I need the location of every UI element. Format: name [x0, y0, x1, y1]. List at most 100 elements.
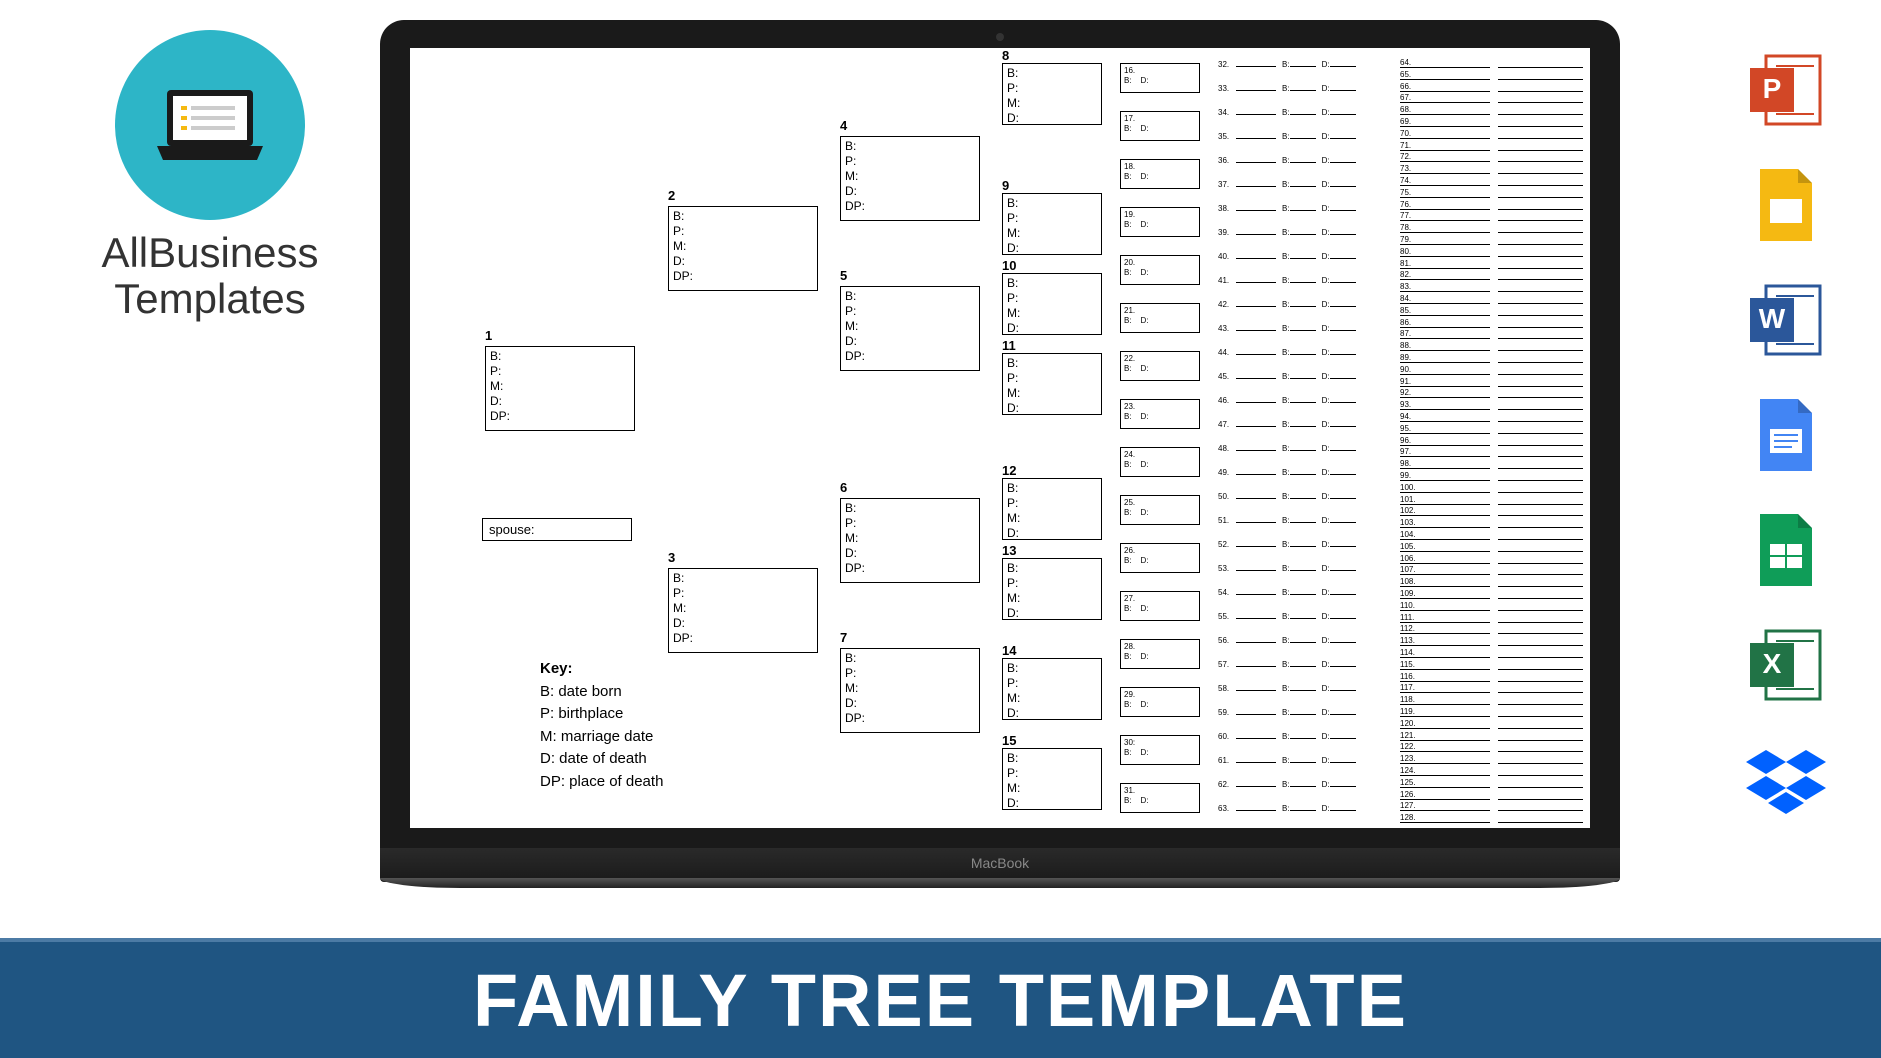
gen7-line: 83.: [1400, 282, 1490, 292]
gen7-line-ext: [1498, 813, 1583, 823]
gen7-line: 100.: [1400, 483, 1490, 493]
word-icon[interactable]: W: [1746, 280, 1826, 360]
person-box-small: 25.B: D:: [1120, 495, 1200, 525]
sheets-icon[interactable]: [1746, 510, 1826, 590]
gen7-line: 67.: [1400, 93, 1490, 103]
gen7-line: 105.: [1400, 542, 1490, 552]
gen7-line-ext: [1498, 801, 1583, 811]
gen7-line: 86.: [1400, 318, 1490, 328]
macbook-mockup: 1B:P:M:D:DP:spouse:2B:P:M:D:DP:3B:P:M:D:…: [380, 20, 1620, 882]
gen7-line: 117.: [1400, 683, 1490, 693]
svg-text:X: X: [1763, 648, 1782, 679]
gen7-line: 93.: [1400, 400, 1490, 410]
gen7-line-ext: [1498, 282, 1583, 292]
macbook-label: MacBook: [971, 855, 1029, 871]
gen7-line-ext: [1498, 318, 1583, 328]
gen7-line: 102.: [1400, 506, 1490, 516]
person-box-small: 28.B: D:: [1120, 639, 1200, 669]
person-box: B:P:M:D:: [1002, 63, 1102, 125]
person-box-small: 24.B: D:: [1120, 447, 1200, 477]
document-screen: 1B:P:M:D:DP:spouse:2B:P:M:D:DP:3B:P:M:D:…: [410, 48, 1590, 828]
person-box-small: 18.B: D:: [1120, 159, 1200, 189]
gen7-line-ext: [1498, 577, 1583, 587]
gen7-line: 98.: [1400, 459, 1490, 469]
excel-icon[interactable]: X: [1746, 625, 1826, 705]
gen7-line-ext: [1498, 223, 1583, 233]
person-box-small: 16.B: D:: [1120, 63, 1200, 93]
gen7-line-ext: [1498, 188, 1583, 198]
gen7-line-ext: [1498, 778, 1583, 788]
node-number: 6: [840, 480, 847, 495]
gen7-line-ext: [1498, 495, 1583, 505]
gen7-line-ext: [1498, 483, 1583, 493]
gen7-line: 70.: [1400, 129, 1490, 139]
gen7-line-ext: [1498, 530, 1583, 540]
gen7-line-ext: [1498, 259, 1583, 269]
gen7-line: 75.: [1400, 188, 1490, 198]
gen6-entry: 53.B:D:: [1218, 564, 1388, 576]
gen7-line: 125.: [1400, 778, 1490, 788]
gen7-line-ext: [1498, 683, 1583, 693]
gen7-line: 69.: [1400, 117, 1490, 127]
powerpoint-icon[interactable]: P: [1746, 50, 1826, 130]
person-box: B:P:M:D:DP:: [668, 568, 818, 653]
gen7-line-ext: [1498, 270, 1583, 280]
node-number: 2: [668, 188, 675, 203]
gen7-line-ext: [1498, 731, 1583, 741]
person-box-small: 20.B: D:: [1120, 255, 1200, 285]
person-box: B:P:M:D:DP:: [840, 648, 980, 733]
gen6-entry: 32.B:D:: [1218, 60, 1388, 72]
gen7-line: 87.: [1400, 329, 1490, 339]
gen7-line-ext: [1498, 341, 1583, 351]
gen7-line-ext: [1498, 235, 1583, 245]
logo-section: AllBusiness Templates: [80, 30, 340, 322]
gen7-line: 68.: [1400, 105, 1490, 115]
person-box-small: 17.B: D:: [1120, 111, 1200, 141]
gen7-line-ext: [1498, 766, 1583, 776]
gen7-line-ext: [1498, 707, 1583, 717]
gen7-line-ext: [1498, 695, 1583, 705]
docs-icon[interactable]: [1746, 395, 1826, 475]
gen6-entry: 49.B:D:: [1218, 468, 1388, 480]
person-box-small: 30:B: D:: [1120, 735, 1200, 765]
gen7-line: 113.: [1400, 636, 1490, 646]
gen7-line-ext: [1498, 200, 1583, 210]
node-number: 7: [840, 630, 847, 645]
gen7-line: 106.: [1400, 554, 1490, 564]
node-number: 12: [1002, 463, 1016, 478]
gen6-entry: 61.B:D:: [1218, 756, 1388, 768]
gen7-line: 103.: [1400, 518, 1490, 528]
gen7-line-ext: [1498, 117, 1583, 127]
dropbox-icon[interactable]: [1746, 740, 1826, 820]
person-box: B:P:M:D:: [1002, 193, 1102, 255]
gen7-line: 66.: [1400, 82, 1490, 92]
gen7-line-ext: [1498, 506, 1583, 516]
node-number: 10: [1002, 258, 1016, 273]
person-box-small: 27.B: D:: [1120, 591, 1200, 621]
banner-title: FAMILY TREE TEMPLATE: [473, 958, 1408, 1043]
gen6-entry: 40.B:D:: [1218, 252, 1388, 264]
person-box-1: B:P:M:D:DP:: [485, 346, 635, 431]
gen7-line: 73.: [1400, 164, 1490, 174]
node-number: 8: [1002, 48, 1009, 63]
gen7-line-ext: [1498, 601, 1583, 611]
gen7-line-ext: [1498, 412, 1583, 422]
gen7-line: 115.: [1400, 660, 1490, 670]
gen6-entry: 38.B:D:: [1218, 204, 1388, 216]
person-box: B:P:M:D:DP:: [840, 136, 980, 221]
gen6-entry: 55.B:D:: [1218, 612, 1388, 624]
node-number: 3: [668, 550, 675, 565]
gen7-line-ext: [1498, 388, 1583, 398]
gen7-line: 76.: [1400, 200, 1490, 210]
node-number: 5: [840, 268, 847, 283]
slides-icon[interactable]: [1746, 165, 1826, 245]
gen7-line-ext: [1498, 58, 1583, 68]
gen7-line-ext: [1498, 636, 1583, 646]
gen7-line: 122.: [1400, 742, 1490, 752]
gen7-line: 109.: [1400, 589, 1490, 599]
gen7-line: 92.: [1400, 388, 1490, 398]
gen6-entry: 58.B:D:: [1218, 684, 1388, 696]
gen7-line: 94.: [1400, 412, 1490, 422]
node-number: 13: [1002, 543, 1016, 558]
gen7-line: 78.: [1400, 223, 1490, 233]
